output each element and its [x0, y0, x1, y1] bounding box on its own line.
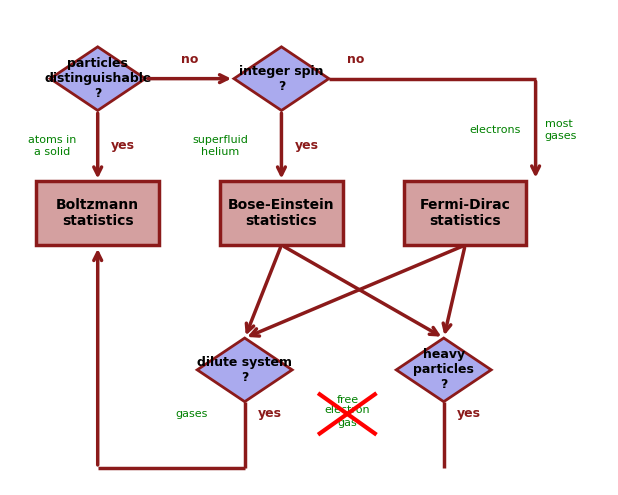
Text: heavy
particles
?: heavy particles ? [413, 348, 474, 392]
FancyBboxPatch shape [404, 182, 527, 245]
Text: Boltzmann
statistics: Boltzmann statistics [56, 198, 139, 228]
Text: yes: yes [111, 140, 135, 152]
Text: gas: gas [337, 418, 357, 428]
Text: no: no [181, 53, 198, 66]
Text: Bose-Einstein
statistics: Bose-Einstein statistics [228, 198, 335, 228]
Text: gases: gases [176, 409, 208, 419]
Text: most
gases: most gases [545, 119, 577, 141]
Text: yes: yes [457, 407, 481, 420]
Text: atoms in
a solid: atoms in a solid [28, 135, 76, 157]
Polygon shape [234, 47, 329, 110]
Text: dilute system
?: dilute system ? [197, 356, 292, 384]
Text: no: no [347, 53, 365, 66]
Text: electrons: electrons [469, 125, 520, 135]
Text: superfluid
helium: superfluid helium [192, 135, 248, 157]
Text: free: free [336, 395, 358, 405]
Text: particles
distinguishable
?: particles distinguishable ? [44, 57, 151, 100]
Text: Fermi-Dirac
statistics: Fermi-Dirac statistics [420, 198, 510, 228]
FancyBboxPatch shape [220, 182, 343, 245]
Text: yes: yes [258, 407, 282, 420]
FancyBboxPatch shape [36, 182, 159, 245]
Polygon shape [50, 47, 145, 110]
Polygon shape [197, 338, 292, 401]
Polygon shape [396, 338, 491, 401]
Text: integer spin
?: integer spin ? [239, 65, 324, 93]
Text: electron: electron [324, 405, 370, 415]
Text: yes: yes [295, 140, 319, 152]
